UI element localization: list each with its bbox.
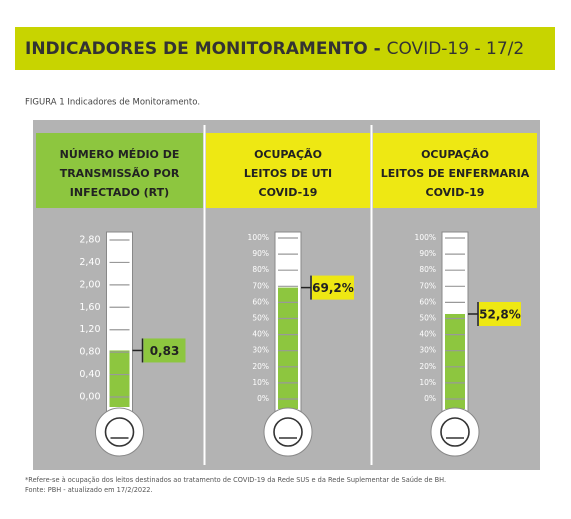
column-title: NÚMERO MÉDIO DE [60,148,180,161]
column-header [36,133,203,208]
y-tick-label: 1,20 [79,324,100,335]
y-tick-label: 30% [419,346,436,355]
y-tick-label: 2,40 [79,257,100,268]
source: Fonte: PBH - atualizado em 17/2/2022. [25,486,153,494]
y-tick-label: 90% [419,249,436,258]
y-tick-label: 70% [252,281,269,290]
y-tick-label: 40% [252,330,269,339]
y-tick-label: 2,80 [79,235,100,246]
column-title: COVID-19 [259,186,318,199]
y-tick-label: 70% [419,281,436,290]
caption: FIGURA 1 Indicadores de Monitoramento. [25,98,200,108]
column-header [373,133,537,208]
y-tick-label: 10% [252,378,269,387]
column-title: COVID-19 [426,186,485,199]
column-title: OCUPAÇÃO [254,148,322,161]
y-tick-label: 20% [419,362,436,371]
y-tick-label: 50% [419,314,436,323]
bulb-icon [104,417,135,447]
column-title: LEITOS DE ENFERMARIA [381,167,530,180]
value-label: 69,2% [312,281,354,295]
column-header [206,133,370,208]
bulb-icon [440,417,470,447]
y-tick-label: 2,00 [79,279,100,290]
y-tick-label: 0% [257,394,269,403]
header-band [15,27,555,70]
value-box [143,338,186,363]
y-tick-label: 100% [415,233,436,242]
column-title: TRANSMISSÃO POR [60,167,180,180]
y-tick-label: 0% [424,394,436,403]
column-title: INFECTADO (RT) [70,186,169,199]
y-tick-label: 10% [419,378,436,387]
value-label: 52,8% [479,307,521,321]
y-tick-label: 80% [419,265,436,274]
y-tick-label: 1,60 [79,302,100,313]
column-title: OCUPAÇÃO [421,148,489,161]
y-tick-label: 80% [252,265,269,274]
value-box [312,275,354,300]
value-box [479,301,521,326]
header-subtitle: COVID-19 - 17/2 [387,39,525,59]
header-title: INDICADORES DE MONITORAMENTO - COVID-19 … [25,39,524,59]
footnote: *Refere-se à ocupação dos leitos destina… [25,476,446,484]
y-tick-label: 30% [252,346,269,355]
y-tick-label: 0,40 [79,369,100,380]
y-tick-label: 100% [248,233,269,242]
bulb [95,407,144,457]
gauge-fill [278,287,298,409]
y-tick-label: 50% [252,314,269,323]
y-tick-label: 0,00 [79,392,100,403]
bulb [430,407,480,457]
header-title-main: INDICADORES DE MONITORAMENTO - [25,39,387,59]
gauge-fill [445,313,465,409]
gauge-fill [109,350,130,407]
value-label: 0,83 [150,344,180,358]
y-tick-label: 20% [252,362,269,371]
bulb [263,407,313,457]
bulb-icon [273,417,303,447]
y-tick-label: 60% [419,297,436,306]
y-tick-label: 90% [252,249,269,258]
y-tick-label: 60% [252,297,269,306]
y-tick-label: 0,80 [79,347,100,358]
column-title: LEITOS DE UTI [244,167,332,180]
y-tick-label: 40% [419,330,436,339]
